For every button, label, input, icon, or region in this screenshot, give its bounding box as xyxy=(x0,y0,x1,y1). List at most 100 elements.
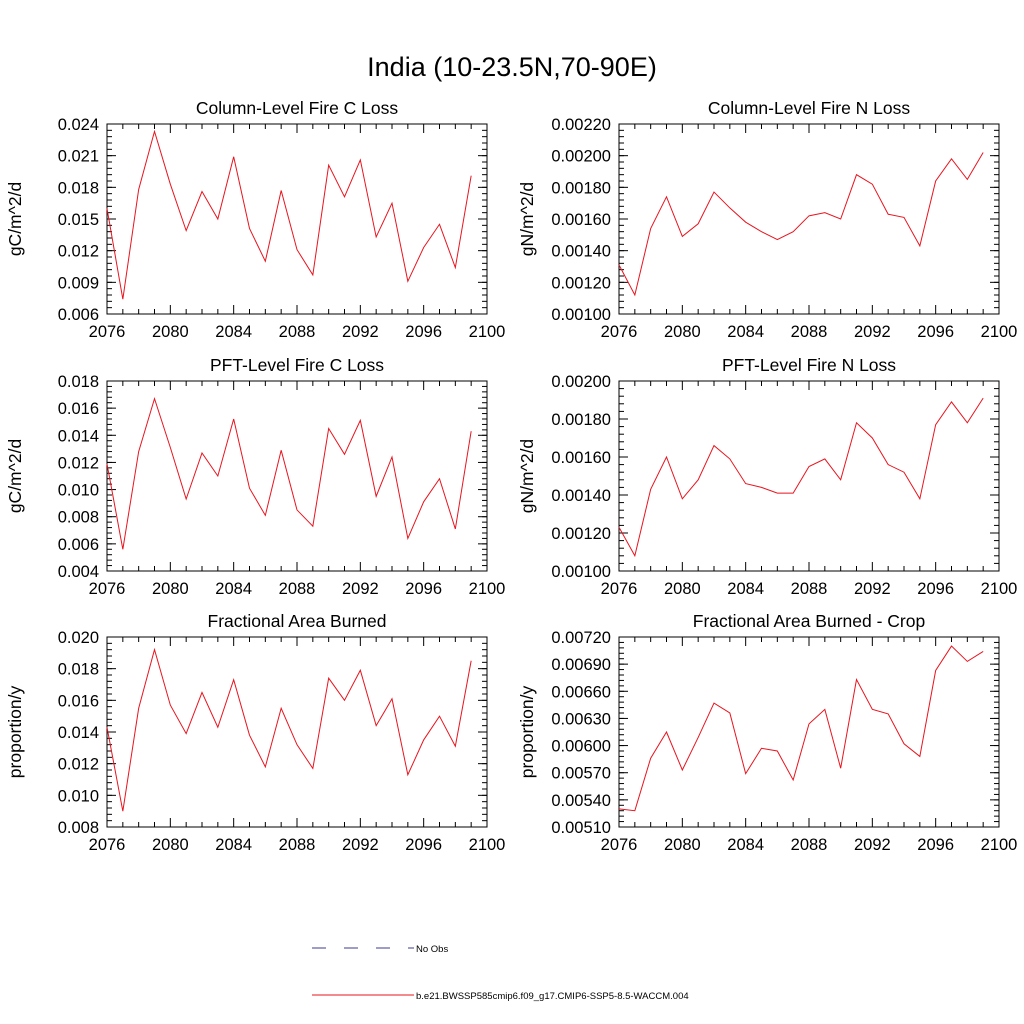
x-tick-label: 2088 xyxy=(791,323,828,341)
y-tick-label: 0.004 xyxy=(58,563,99,581)
series-line-1 xyxy=(618,645,984,812)
legend: No Obs b.e21.BWSSP585cmip6.f09_g17.CMIP6… xyxy=(312,944,689,1002)
plot-frame xyxy=(106,123,488,315)
x-tick-label: 2100 xyxy=(981,580,1018,598)
y-tick-label: 0.00120 xyxy=(551,525,611,543)
y-tick-label: 0.024 xyxy=(58,116,99,134)
y-tick-label: 0.00180 xyxy=(551,411,611,429)
y-tick-label: 0.00220 xyxy=(551,116,611,134)
y-axis-label: gN/m^2/d xyxy=(517,182,537,256)
x-tick-label: 2096 xyxy=(917,836,954,854)
x-tick-label: 2092 xyxy=(854,580,891,598)
y-tick-label: 0.009 xyxy=(58,274,99,292)
x-tick-label: 2096 xyxy=(405,836,442,854)
figure-title: India (10-23.5N,70-90E) xyxy=(367,52,657,82)
y-tick-label: 0.008 xyxy=(58,819,99,837)
y-tick-label: 0.020 xyxy=(58,629,99,647)
chart-panel-4: 2076 2080 2084 2088 2092 2096 2100 0.00100 0.001… xyxy=(517,355,1017,598)
y-tick-label: 0.00200 xyxy=(551,373,611,391)
x-tick-label: 2096 xyxy=(405,580,442,598)
y-tick-label: 0.00160 xyxy=(551,449,611,467)
y-tick-label: 0.012 xyxy=(58,243,99,261)
y-tick-label: 0.00160 xyxy=(551,211,611,229)
x-tick-label: 2096 xyxy=(917,323,954,341)
y-axis-label: gC/m^2/d xyxy=(5,439,25,513)
panel-title: Column-Level Fire C Loss xyxy=(196,98,399,118)
x-tick-label: 2080 xyxy=(152,836,189,854)
plot-frame xyxy=(106,636,488,828)
y-tick-label: 0.00140 xyxy=(551,243,611,261)
x-tick-label: 2092 xyxy=(342,580,379,598)
y-tick-label: 0.012 xyxy=(58,454,99,472)
x-tick-label: 2100 xyxy=(981,323,1018,341)
y-tick-label: 0.00140 xyxy=(551,487,611,505)
x-tick-label: 2076 xyxy=(89,580,126,598)
x-tick-label: 2092 xyxy=(342,323,379,341)
y-axis-label: proportion/y xyxy=(517,686,537,779)
series-line-1 xyxy=(106,129,472,300)
x-tick-label: 2088 xyxy=(791,836,828,854)
x-tick-label: 2084 xyxy=(215,836,252,854)
chart-panel-1: 2076 2080 2084 2088 2092 2096 2100 0.006 0.009 0.… xyxy=(5,98,505,341)
x-tick-label: 2088 xyxy=(791,580,828,598)
panels-group: 2076 2080 2084 2088 2092 2096 2100 0.006 0.009 0.… xyxy=(5,98,1017,854)
x-tick-label: 2092 xyxy=(854,323,891,341)
panel-title: PFT-Level Fire C Loss xyxy=(210,355,384,375)
plot-frame xyxy=(106,380,488,572)
x-tick-label: 2076 xyxy=(89,323,126,341)
y-tick-label: 0.00720 xyxy=(551,629,611,647)
x-tick-label: 2080 xyxy=(664,323,701,341)
y-tick-label: 0.010 xyxy=(58,787,99,805)
x-tick-label: 2084 xyxy=(215,323,252,341)
y-tick-label: 0.014 xyxy=(58,427,99,445)
y-tick-label: 0.021 xyxy=(58,148,99,166)
y-tick-label: 0.00200 xyxy=(551,148,611,166)
chart-panel-3: 2076 2080 2084 2088 2092 2096 2100 0.004 0.006 0.… xyxy=(5,355,505,598)
y-axis-label: gN/m^2/d xyxy=(517,439,537,513)
x-tick-label: 2096 xyxy=(917,580,954,598)
y-tick-label: 0.015 xyxy=(58,211,99,229)
panel-title: Fractional Area Burned xyxy=(208,611,387,631)
x-tick-label: 2076 xyxy=(89,836,126,854)
x-tick-label: 2080 xyxy=(152,323,189,341)
y-tick-label: 0.00100 xyxy=(551,306,611,324)
plot-frame xyxy=(618,636,1000,828)
y-tick-label: 0.006 xyxy=(58,306,99,324)
legend-model-label: b.e21.BWSSP585cmip6.f09_g17.CMIP6-SSP5-8… xyxy=(416,991,689,1002)
x-tick-label: 2092 xyxy=(342,836,379,854)
x-tick-label: 2092 xyxy=(854,836,891,854)
x-tick-label: 2084 xyxy=(215,580,252,598)
y-tick-label: 0.00690 xyxy=(551,656,611,674)
chart-panel-2: 2076 2080 2084 2088 2092 2096 2100 0.00100 0.001… xyxy=(517,98,1017,341)
chart-panel-6: 2076 2080 2084 2088 2092 2096 2100 0.00510 0.005… xyxy=(517,611,1017,854)
y-tick-label: 0.010 xyxy=(58,482,99,500)
x-tick-label: 2088 xyxy=(279,836,316,854)
x-tick-label: 2084 xyxy=(727,836,764,854)
y-tick-label: 0.00630 xyxy=(551,710,611,728)
y-tick-label: 0.016 xyxy=(58,400,99,418)
y-tick-label: 0.00570 xyxy=(551,765,611,783)
chart-panel-5: 2076 2080 2084 2088 2092 2096 2100 0.008 0.010 0.… xyxy=(5,611,505,854)
plot-frame xyxy=(618,380,1000,572)
y-tick-label: 0.00180 xyxy=(551,179,611,197)
y-tick-label: 0.006 xyxy=(58,536,99,554)
y-tick-label: 0.00100 xyxy=(551,563,611,581)
x-tick-label: 2080 xyxy=(664,836,701,854)
y-tick-label: 0.018 xyxy=(58,373,99,391)
x-tick-label: 2076 xyxy=(601,580,638,598)
x-tick-label: 2096 xyxy=(405,323,442,341)
x-tick-label: 2088 xyxy=(279,580,316,598)
x-tick-label: 2100 xyxy=(981,836,1018,854)
y-tick-label: 0.00120 xyxy=(551,274,611,292)
x-tick-label: 2084 xyxy=(727,580,764,598)
y-tick-label: 0.00660 xyxy=(551,683,611,701)
y-tick-label: 0.012 xyxy=(58,756,99,774)
x-tick-label: 2080 xyxy=(152,580,189,598)
x-tick-label: 2100 xyxy=(469,323,506,341)
x-tick-label: 2076 xyxy=(601,323,638,341)
y-tick-label: 0.008 xyxy=(58,509,99,527)
y-tick-label: 0.014 xyxy=(58,724,99,742)
y-tick-label: 0.00600 xyxy=(551,738,611,756)
x-tick-label: 2100 xyxy=(469,580,506,598)
